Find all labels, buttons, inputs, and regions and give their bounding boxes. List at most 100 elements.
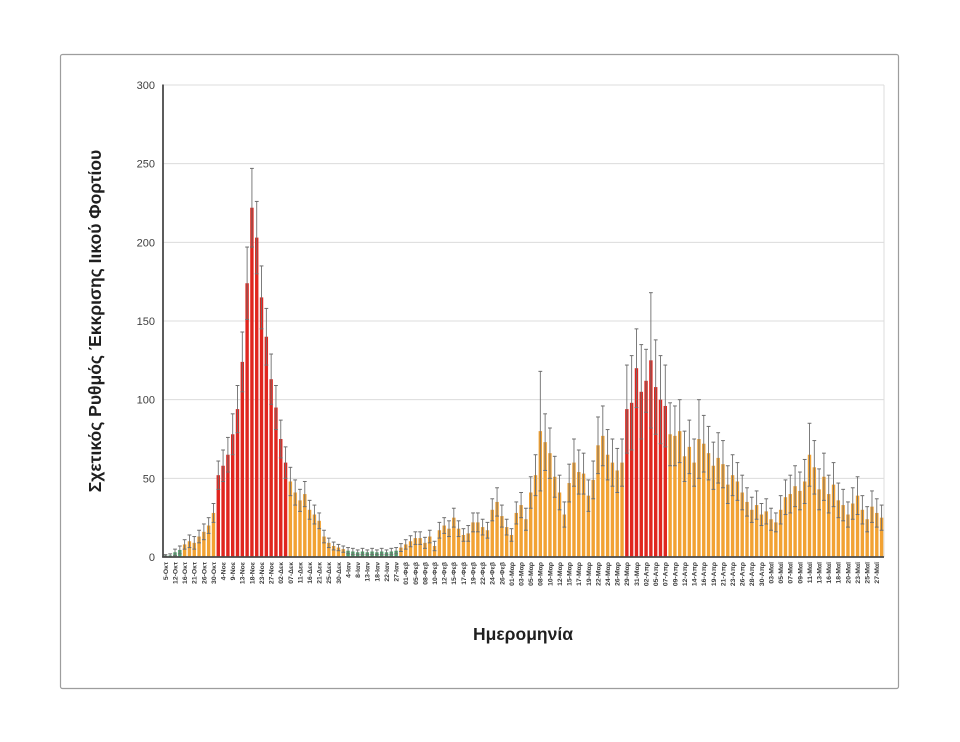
bar <box>639 391 643 557</box>
bar <box>274 407 278 557</box>
bar <box>495 501 499 557</box>
x-tick-label: 12-Μαρ <box>557 562 564 586</box>
x-tick-label: 10-Μαρ <box>547 562 554 586</box>
bar <box>793 486 797 557</box>
bar <box>827 494 831 557</box>
bar <box>447 528 451 557</box>
bar <box>745 501 749 557</box>
bar <box>615 470 619 557</box>
bar <box>673 435 677 557</box>
x-tick-label: 30-Δεκ <box>336 562 343 584</box>
x-tick-label: 22-Φεβ <box>480 562 487 585</box>
x-tick-label: 07-Δεκ <box>288 562 295 584</box>
x-tick-label: 13-Ιαν <box>365 562 372 582</box>
bar <box>591 479 595 557</box>
x-tick-label: 29-Μαρ <box>624 562 631 586</box>
bar <box>437 530 442 557</box>
bar <box>298 500 302 557</box>
bar <box>202 531 206 557</box>
x-tick-label: 08-Μαρ <box>538 562 545 586</box>
x-tick-label: 15-Μαρ <box>567 562 574 586</box>
bar <box>283 462 288 557</box>
bar <box>524 519 528 557</box>
bar <box>692 462 696 557</box>
bar <box>255 237 259 557</box>
bar <box>870 506 874 557</box>
bar <box>500 516 504 557</box>
x-tick-label: 5-Οκτ <box>163 562 170 580</box>
bar <box>557 492 562 557</box>
bar <box>774 522 778 557</box>
x-axis-tick-labels: 5-Οκτ 12-Οκτ 16-Οκτ 21-Οκτ 26-Οκτ 30-Οκτ 4-Νοε… <box>163 561 881 586</box>
bar <box>822 476 826 557</box>
x-tick-label: 19-Μαρ <box>586 562 593 586</box>
bar <box>716 457 720 557</box>
bar <box>601 435 605 557</box>
x-tick-label: 05-Μαρ <box>528 562 535 586</box>
x-tick-label: 16-Απρ <box>701 562 708 586</box>
bar <box>490 509 494 557</box>
x-tick-label: 08-Φεβ <box>422 562 429 585</box>
x-tick-label: 16-Οκτ <box>182 562 189 584</box>
bar <box>264 336 269 557</box>
bar <box>740 492 744 557</box>
bar <box>769 519 773 557</box>
x-tick-label: 14-Απρ <box>692 562 699 586</box>
bar <box>428 536 432 557</box>
bar <box>404 544 408 557</box>
bar <box>706 453 711 557</box>
bar <box>788 494 792 557</box>
x-tick-label: 26-Μαρ <box>615 562 622 586</box>
bar <box>461 534 466 557</box>
bar <box>596 445 600 557</box>
x-tick-label: 23-Νοε <box>259 561 266 584</box>
bar <box>543 442 547 557</box>
bar <box>860 509 865 557</box>
bar <box>572 462 576 557</box>
bar <box>817 489 821 557</box>
x-tick-label: 8-Ιαν <box>355 562 362 578</box>
bar <box>307 509 312 557</box>
bar <box>288 481 293 557</box>
x-axis-title: Ημερομηνία <box>473 624 573 644</box>
x-tick-label: 28-Απρ <box>749 562 756 586</box>
bar <box>663 405 667 557</box>
x-tick-label: 4-Νοε <box>220 561 227 580</box>
x-tick-label: 09-Απρ <box>672 562 679 586</box>
bar <box>235 409 240 557</box>
x-tick-label: 24-Μαρ <box>605 562 612 586</box>
bar <box>735 481 740 557</box>
bar <box>687 446 692 557</box>
x-tick-label: 30-Οκτ <box>211 562 218 584</box>
y-axis-title: Σχετικός Ρυθμός Έκκρισης Ιικού Φορτίου <box>85 150 105 492</box>
x-tick-label: 19-Απρ <box>711 562 718 586</box>
bar <box>610 462 615 557</box>
bar <box>221 465 225 557</box>
bar <box>240 361 245 557</box>
x-tick-label: 4-Ιαν <box>345 562 352 578</box>
x-tick-label: 27-Νοε <box>269 561 276 584</box>
bar <box>312 514 317 557</box>
bar <box>533 475 538 557</box>
bar <box>836 500 841 557</box>
x-tick-label: 05-Μαϊ <box>778 561 785 584</box>
y-tick-label: 300 <box>137 80 155 92</box>
bar <box>279 439 283 557</box>
bar <box>192 542 196 557</box>
x-tick-label: 19-Φεβ <box>470 562 477 585</box>
bar <box>538 431 543 557</box>
x-tick-label: 12-Απρ <box>682 562 689 586</box>
bar <box>778 509 783 557</box>
x-tick-label: 13-Μαϊ <box>817 561 824 584</box>
x-tick-label: 05-Απρ <box>653 562 660 586</box>
bar <box>250 207 254 557</box>
x-tick-label: 23-Απρ <box>730 562 737 586</box>
bar <box>331 545 336 557</box>
bar <box>423 542 427 557</box>
bar <box>476 522 480 557</box>
bar <box>226 454 230 557</box>
bar <box>211 512 216 557</box>
bar <box>408 541 413 557</box>
bar <box>783 497 788 557</box>
x-tick-label: 30-Απρ <box>759 562 766 586</box>
